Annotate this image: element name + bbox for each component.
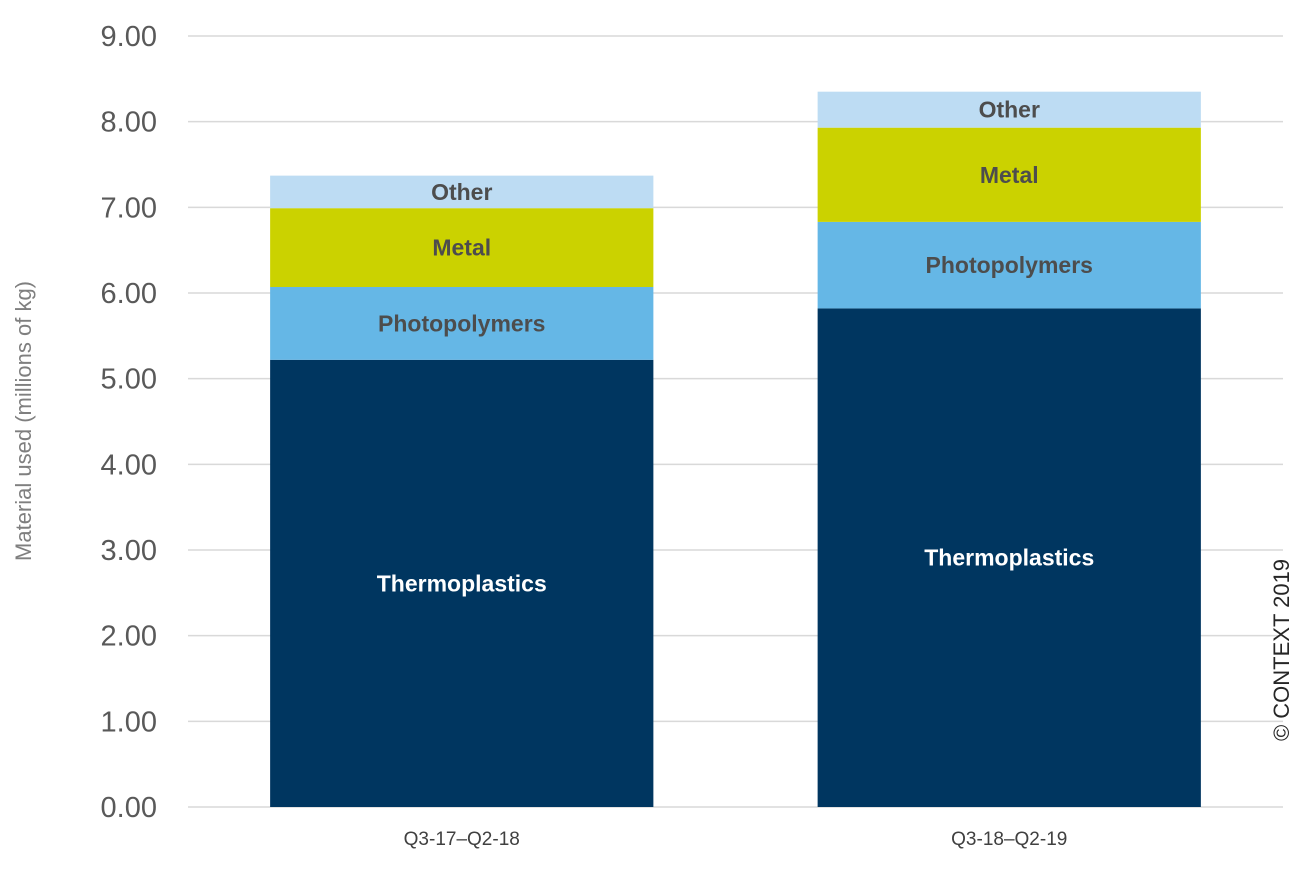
segment-label: Other — [431, 179, 492, 205]
segment-labels: Thermoplastics Photopolymers Metal Other The… — [377, 97, 1095, 597]
y-tick-label: 6.00 — [101, 278, 157, 310]
segment-label: Thermoplastics — [924, 545, 1094, 571]
x-axis-ticks: Q3-17–Q2-18 Q3-18–Q2-19 — [404, 829, 1068, 850]
segment-label: Metal — [432, 235, 491, 261]
y-tick-label: 5.00 — [101, 364, 157, 396]
y-axis-ticks: 0.00 1.00 2.00 3.00 4.00 5.00 6.00 7.00 8.00 9.00 — [101, 21, 157, 824]
copyright-notice: © CONTEXT 2019 — [1269, 559, 1294, 741]
x-tick-label: Q3-18–Q2-19 — [951, 829, 1067, 850]
bars — [270, 91, 1201, 807]
x-tick-label: Q3-17–Q2-18 — [404, 829, 520, 850]
segment-label: Other — [979, 97, 1040, 123]
segment-label: Photopolymers — [378, 310, 545, 336]
bar-segment-thermoplastics — [270, 359, 654, 807]
bar-segment-photopolymers — [817, 221, 1201, 309]
y-tick-label: 2.00 — [101, 621, 157, 653]
bar-segment-other — [270, 175, 654, 209]
y-tick-label: 8.00 — [101, 107, 157, 139]
y-tick-label: 9.00 — [101, 21, 157, 53]
bar-segment-thermoplastics — [817, 308, 1201, 807]
segment-label: Metal — [980, 162, 1039, 188]
bar-segment-other — [817, 91, 1201, 128]
bar-segment-metal — [270, 208, 654, 288]
y-tick-label: 3.00 — [101, 535, 157, 567]
bar-segment-photopolymers — [270, 287, 654, 360]
bar-segment-metal — [817, 127, 1201, 222]
y-tick-label: 7.00 — [101, 192, 157, 224]
y-tick-label: 1.00 — [101, 706, 157, 738]
y-axis-label: Material used (millions of kg) — [11, 281, 36, 561]
segment-label: Photopolymers — [926, 252, 1093, 278]
segment-label: Thermoplastics — [377, 570, 547, 596]
y-tick-label: 4.00 — [101, 449, 157, 481]
y-tick-label: 0.00 — [101, 792, 157, 824]
